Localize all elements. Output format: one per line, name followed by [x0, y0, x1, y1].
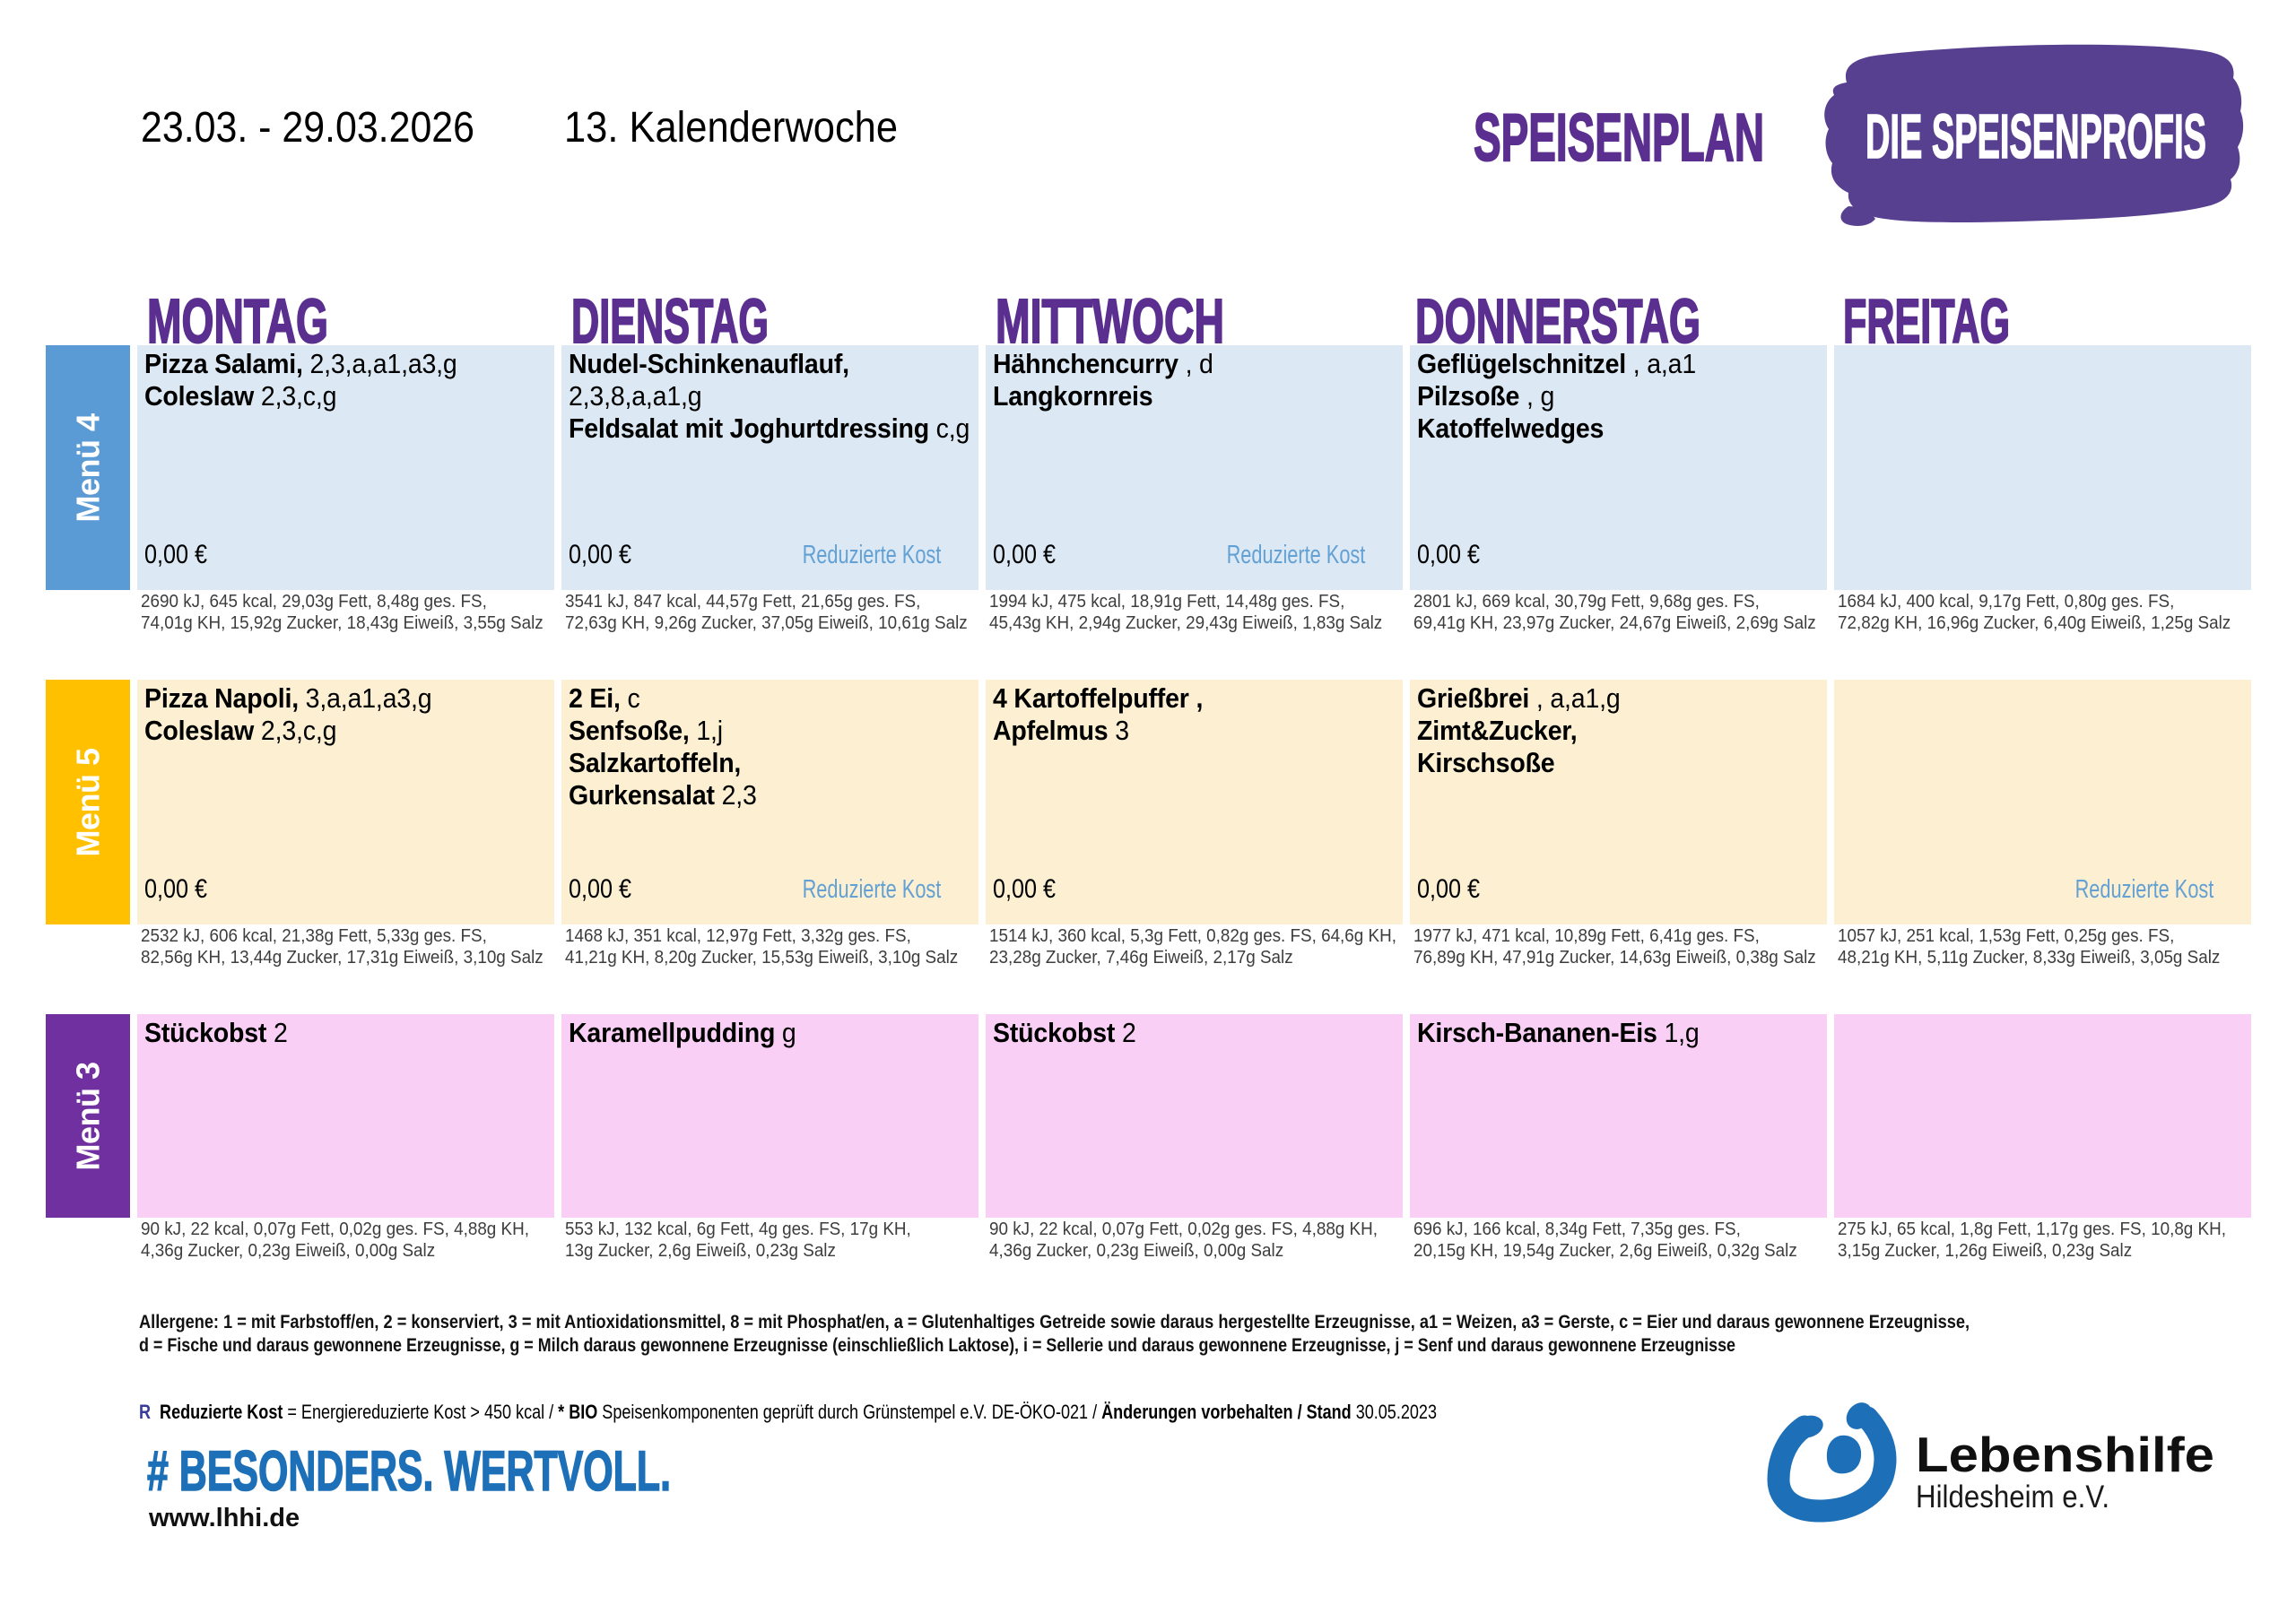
svg-text:Hildesheim e.V.: Hildesheim e.V. [1916, 1480, 2109, 1515]
svg-text:MONTAG: MONTAG [147, 295, 328, 349]
svg-text:DONNERSTAG: DONNERSTAG [1415, 295, 1700, 349]
svg-text:13. Kalenderwoche: 13. Kalenderwoche [564, 104, 898, 152]
svg-text:Lebenshilfe: Lebenshilfe [1916, 1427, 2214, 1482]
svg-text:23.03. - 29.03.2026: 23.03. - 29.03.2026 [141, 104, 474, 152]
svg-text:MITTWOCH: MITTWOCH [996, 295, 1224, 349]
svg-text:d = Fische und daraus gewonnen: d = Fische und daraus gewonnene Erzeugni… [139, 1334, 1735, 1356]
svg-text:R Reduzierte Kost = Energiere: R Reduzierte Kost = Energiereduzierte Ko… [139, 1401, 1437, 1423]
svg-text:SPEISENPLAN: SPEISENPLAN [1474, 106, 1764, 170]
svg-text:DIENSTAG: DIENSTAG [571, 295, 769, 349]
svg-text:Allergene: 1 = mit Farbstoff/e: Allergene: 1 = mit Farbstoff/en, 2 = kon… [139, 1311, 1970, 1332]
svg-text:DIE SPEISENPROFIS: DIE SPEISENPROFIS [1866, 101, 2206, 171]
svg-text:# BESONDERS. WERTVOLL.: # BESONDERS. WERTVOLL. [147, 1444, 671, 1499]
svg-text:FREITAG: FREITAG [1843, 295, 2010, 349]
